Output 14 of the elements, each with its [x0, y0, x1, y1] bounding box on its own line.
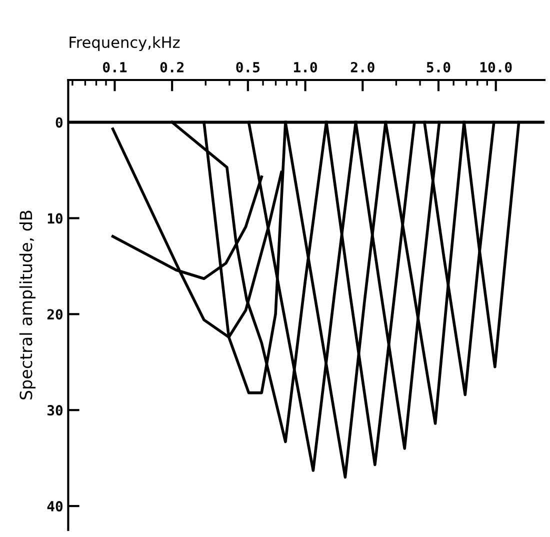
- x-tick-label: 0.1: [103, 62, 127, 72]
- y-tick-label: 20: [47, 309, 63, 320]
- x-tick-label: 0.2: [160, 62, 184, 72]
- x-tick-label: 10.0: [480, 62, 512, 72]
- y-tick-label: 30: [47, 405, 63, 416]
- y-tick-label: 10: [48, 213, 63, 224]
- x-tick-label: 1.0: [294, 62, 317, 72]
- x-tick-label: 5.0: [426, 62, 450, 72]
- x-axis-title: Frequency,kHz: [70, 36, 180, 51]
- y-tick-label: 40: [47, 501, 63, 512]
- y-tick-label: 0: [56, 117, 63, 128]
- y-axis-title: Spectral amplitude, dB: [19, 210, 36, 400]
- x-tick-label: 0.5: [236, 62, 260, 72]
- x-tick-label: 2.0: [350, 62, 374, 72]
